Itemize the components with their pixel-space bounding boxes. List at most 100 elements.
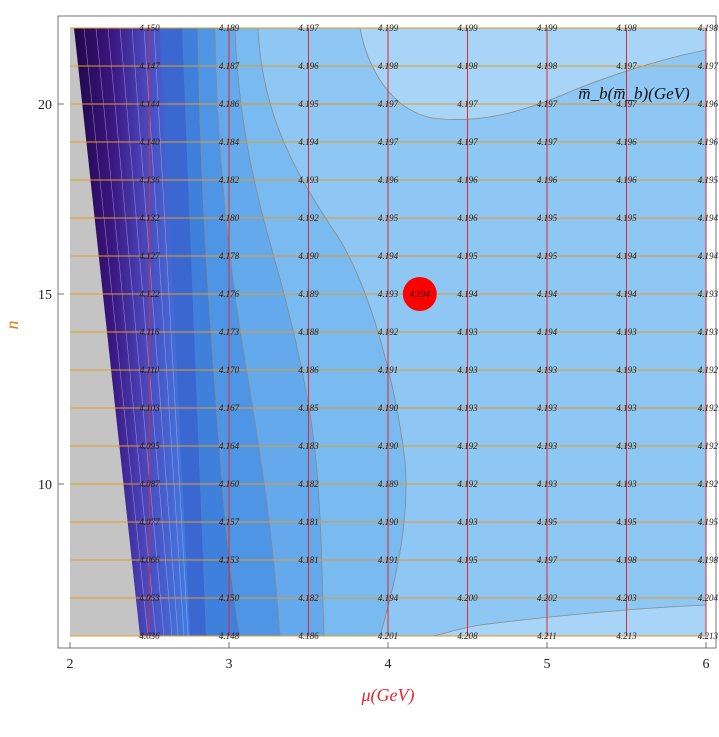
cell-value: 4.053 bbox=[139, 593, 160, 603]
cell-value: 4.187 bbox=[219, 61, 240, 71]
cell-value: 4.170 bbox=[219, 365, 240, 375]
cell-value: 4.127 bbox=[139, 251, 160, 261]
cell-value: 4.194 bbox=[698, 213, 719, 223]
cell-value: 4.213 bbox=[698, 631, 719, 641]
cell-value: 4.095 bbox=[139, 441, 160, 451]
cell-value: 4.189 bbox=[298, 289, 319, 299]
cell-value: 4.193 bbox=[457, 365, 478, 375]
cell-value: 4.181 bbox=[298, 555, 318, 565]
x-tick-label: 5 bbox=[544, 657, 551, 672]
cell-value: 4.150 bbox=[139, 23, 160, 33]
cell-value: 4.190 bbox=[298, 251, 319, 261]
cell-value: 4.184 bbox=[219, 137, 240, 147]
cell-value: 4.197 bbox=[537, 555, 558, 565]
cell-value: 4.196 bbox=[698, 137, 719, 147]
highlight-point bbox=[402, 277, 437, 311]
plot-frame bbox=[57, 15, 717, 649]
cell-value: 4.186 bbox=[298, 365, 319, 375]
cell-value: 4.197 bbox=[378, 137, 399, 147]
cell-value: 4.195 bbox=[457, 555, 478, 565]
cell-value: 4.213 bbox=[616, 631, 637, 641]
cell-value: 4.188 bbox=[298, 327, 319, 337]
cell-value: 4.200 bbox=[457, 593, 478, 603]
cell-value: 4.196 bbox=[457, 175, 478, 185]
highlight-marker: 4.194 bbox=[402, 277, 437, 311]
cell-value: 4.194 bbox=[616, 251, 637, 261]
cell-value: 4.193 bbox=[298, 175, 319, 185]
cell-value: 4.195 bbox=[537, 251, 558, 261]
cell-value: 4.211 bbox=[537, 631, 557, 641]
cell-value: 4.194 bbox=[537, 289, 558, 299]
cell-value: 4.181 bbox=[298, 517, 318, 527]
cell-value: 4.198 bbox=[537, 61, 558, 71]
cell-value: 4.195 bbox=[537, 517, 558, 527]
legend-label: m̅_b(m̅_b)(GeV) bbox=[578, 84, 690, 103]
cell-value: 4.195 bbox=[698, 517, 719, 527]
cell-value: 4.195 bbox=[298, 99, 319, 109]
cell-value: 4.192 bbox=[298, 213, 319, 223]
cell-value: 4.182 bbox=[298, 479, 319, 489]
cell-value: 4.087 bbox=[139, 479, 160, 489]
cell-value: 4.193 bbox=[616, 403, 637, 413]
cell-value: 4.077 bbox=[139, 517, 160, 527]
cell-value: 4.066 bbox=[139, 555, 160, 565]
cell-value: 4.103 bbox=[139, 403, 160, 413]
cell-value: 4.178 bbox=[219, 251, 240, 261]
cell-value: 4.196 bbox=[457, 213, 478, 223]
grid-lines bbox=[70, 27, 707, 637]
cell-value: 4.173 bbox=[219, 327, 240, 337]
cell-value: 4.036 bbox=[139, 631, 160, 641]
cell-value: 4.194 bbox=[378, 251, 399, 261]
cell-value: 4.193 bbox=[616, 327, 637, 337]
cell-value: 4.197 bbox=[298, 23, 319, 33]
cell-value: 4.190 bbox=[378, 403, 399, 413]
cell-value: 4.199 bbox=[537, 23, 558, 33]
cell-value: 4.192 bbox=[378, 327, 399, 337]
x-tick-label: 4 bbox=[385, 657, 392, 672]
cell-value: 4.195 bbox=[698, 175, 719, 185]
cell-value: 4.153 bbox=[219, 555, 240, 565]
cell-value: 4.192 bbox=[698, 365, 719, 375]
cell-value: 4.193 bbox=[457, 327, 478, 337]
cell-value: 4.192 bbox=[457, 441, 478, 451]
cell-value: 4.195 bbox=[537, 213, 558, 223]
cell-value: 4.208 bbox=[457, 631, 478, 641]
cell-value: 4.136 bbox=[139, 175, 160, 185]
cell-value: 4.198 bbox=[698, 23, 719, 33]
cell-value: 4.194 bbox=[457, 289, 478, 299]
cell-value: 4.199 bbox=[378, 23, 399, 33]
cell-value: 4.192 bbox=[698, 479, 719, 489]
cell-value: 4.185 bbox=[298, 403, 319, 413]
cell-value: 4.197 bbox=[698, 61, 719, 71]
cell-value: 4.197 bbox=[537, 137, 558, 147]
cell-value: 4.190 bbox=[378, 441, 399, 451]
cell-value: 4.193 bbox=[537, 403, 558, 413]
y-axis-label: n bbox=[2, 321, 22, 330]
x-tick-label: 2 bbox=[67, 657, 74, 672]
cell-value: 4.197 bbox=[457, 137, 478, 147]
cell-value: 4.201 bbox=[378, 631, 398, 641]
cell-value: 4.197 bbox=[537, 99, 558, 109]
cell-value: 4.195 bbox=[378, 213, 399, 223]
x-tick-label: 3 bbox=[226, 657, 233, 672]
cell-value: 4.147 bbox=[139, 61, 160, 71]
cell-value-labels: 4.150 4.189 4.197 4.199 4.199 4.199 4.198 4.198… bbox=[139, 23, 718, 641]
cell-value: 4.148 bbox=[219, 631, 240, 641]
cell-value: 4.167 bbox=[219, 403, 240, 413]
cell-value: 4.192 bbox=[698, 403, 719, 413]
cell-value: 4.189 bbox=[219, 23, 240, 33]
cell-value: 4.196 bbox=[537, 175, 558, 185]
x-axis-label: μ(GeV) bbox=[360, 685, 414, 706]
cell-value: 4.189 bbox=[378, 479, 399, 489]
highlight-value: 4.194 bbox=[410, 289, 431, 299]
cell-value: 4.191 bbox=[378, 555, 398, 565]
cell-value: 4.194 bbox=[616, 289, 637, 299]
cell-value: 4.196 bbox=[698, 99, 719, 109]
x-tick-label: 6 bbox=[703, 657, 710, 672]
cell-value: 4.122 bbox=[139, 289, 160, 299]
cell-value: 4.182 bbox=[219, 175, 240, 185]
cell-value: 4.197 bbox=[457, 99, 478, 109]
cell-value: 4.194 bbox=[698, 251, 719, 261]
cell-value: 4.195 bbox=[616, 213, 637, 223]
cell-value: 4.194 bbox=[378, 593, 399, 603]
